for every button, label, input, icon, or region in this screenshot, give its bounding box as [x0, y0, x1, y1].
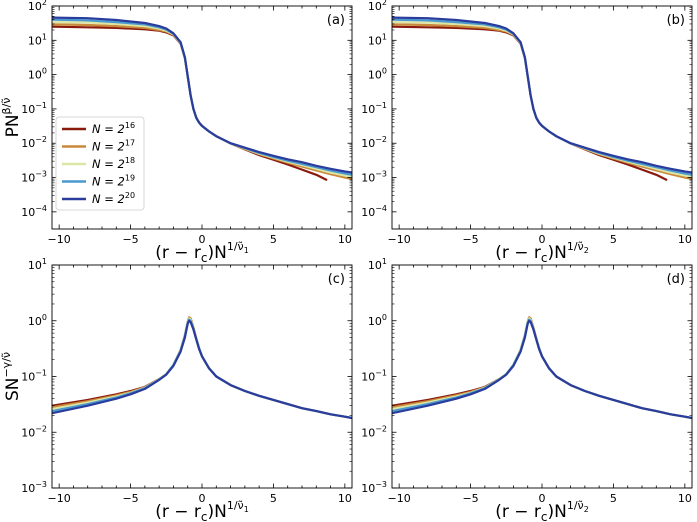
legend-entry: N = 217	[62, 139, 135, 154]
panel-d: −10 −5 0 5 10 10−3 10−2 10−1 100 101 (d) (r − rc)N1…	[361, 257, 693, 522]
panel-c-curves	[52, 316, 352, 420]
x-axis-label: (r − rc)N1/ν̃1	[155, 240, 249, 265]
legend: N = 216 N = 217 N = 218 N = 219 N = 220	[55, 116, 145, 211]
legend-entry: N = 216	[62, 121, 135, 136]
x-tick-label: 10	[338, 233, 352, 246]
y-tick-label: 102	[28, 0, 47, 13]
x-tick-label: 0	[199, 492, 206, 505]
panel-c-frame	[51, 264, 353, 489]
y-tick-label: 10−2	[21, 424, 47, 439]
panel-b-curves	[392, 16, 692, 181]
y-tick-label: 101	[28, 257, 47, 272]
x-tick-label: 5	[610, 492, 617, 505]
x-tick-label: 0	[539, 233, 546, 246]
panel-d-curves	[392, 316, 692, 420]
x-tick-label: −5	[462, 492, 478, 505]
y-tick-label: 101	[28, 32, 47, 47]
legend-label: N = 218	[92, 156, 135, 171]
panel-c: −10 −5 0 5 10 10−3 10−2 10−1 100 101 (c) (r − rc)N1…	[0, 257, 353, 522]
y-tick-label: 10−1	[361, 369, 387, 384]
x-tick-label: 10	[678, 233, 692, 246]
x-tick-label: −10	[48, 492, 71, 505]
series-line-18	[392, 21, 692, 178]
panel-d-frame	[391, 264, 693, 489]
x-tick-label: −10	[388, 492, 411, 505]
y-tick-label: 10−1	[21, 369, 47, 384]
y-tick-label: 10−4	[361, 204, 387, 219]
panel-tag: (b)	[667, 13, 685, 28]
panel-tag: (d)	[667, 272, 685, 287]
x-tick-label: 10	[338, 492, 352, 505]
y-tick-label: 10−3	[361, 170, 387, 185]
y-tick-label: 10−2	[21, 135, 47, 150]
series-line-20	[52, 319, 352, 420]
panel-b: −10 −5 0 5 10 10−4 10−3 10−2 10−1 100 101 102 (b) (r …	[361, 0, 693, 265]
y-tick-label: 100	[368, 67, 387, 82]
y-tick-label: 10−2	[361, 135, 387, 150]
legend-label: N = 219	[92, 174, 135, 189]
series-line-17	[392, 23, 692, 181]
y-tick-label: 101	[368, 32, 387, 47]
x-tick-label: −5	[122, 233, 138, 246]
x-tick-label: −5	[122, 492, 138, 505]
panel-tag: (c)	[328, 272, 345, 287]
x-tick-label: 0	[199, 233, 206, 246]
x-tick-label: −10	[48, 233, 71, 246]
legend-label: N = 216	[92, 121, 135, 136]
panel-b-frame	[391, 5, 693, 230]
x-axis-label: (r − rc)N1/ν̃1	[155, 499, 249, 522]
y-tick-label: 102	[368, 0, 387, 13]
y-tick-label: 10−3	[21, 170, 47, 185]
x-axis-label: (r − rc)N1/ν̃2	[495, 499, 589, 522]
x-tick-label: −10	[388, 233, 411, 246]
x-tick-label: −5	[462, 233, 478, 246]
y-axis-label: PNβ/ν̃	[0, 98, 23, 138]
x-axis-label: (r − rc)N1/ν̃2	[495, 240, 589, 265]
x-tick-label: 10	[678, 492, 692, 505]
panel-tag: (a)	[327, 13, 345, 28]
y-tick-label: 10−3	[361, 480, 387, 495]
legend-entry: N = 218	[62, 156, 135, 171]
series-line-19	[392, 18, 692, 176]
y-tick-label: 10−4	[21, 204, 47, 219]
y-tick-label: 101	[368, 257, 387, 272]
x-tick-label: 5	[270, 233, 277, 246]
x-tick-label: 0	[539, 492, 546, 505]
legend-label: N = 217	[92, 139, 135, 154]
y-tick-label: 10−1	[21, 101, 47, 116]
series-line-20	[52, 16, 352, 174]
x-tick-label: 5	[270, 492, 277, 505]
legend-entry: N = 219	[62, 174, 135, 189]
series-line-20	[392, 319, 692, 420]
x-tick-label: 5	[610, 233, 617, 246]
y-tick-label: 100	[368, 313, 387, 328]
legend-label: N = 220	[92, 191, 135, 206]
y-tick-label: 10−3	[21, 480, 47, 495]
panel-a: −10 −5 0 5 10 10−4 10−3 10−2 10−1 100 101 102 (a) (r …	[0, 0, 353, 265]
legend-entry: N = 220	[62, 191, 135, 206]
y-tick-label: 10−2	[361, 424, 387, 439]
series-line-20	[392, 16, 692, 174]
series-line-16	[392, 25, 668, 181]
y-tick-label: 10−1	[361, 101, 387, 116]
legend-box	[55, 116, 145, 211]
panel-a-curves	[52, 16, 352, 181]
y-axis-label: SN−γ/ν̃	[0, 352, 23, 401]
y-tick-label: 100	[28, 313, 47, 328]
y-tick-label: 100	[28, 67, 47, 82]
